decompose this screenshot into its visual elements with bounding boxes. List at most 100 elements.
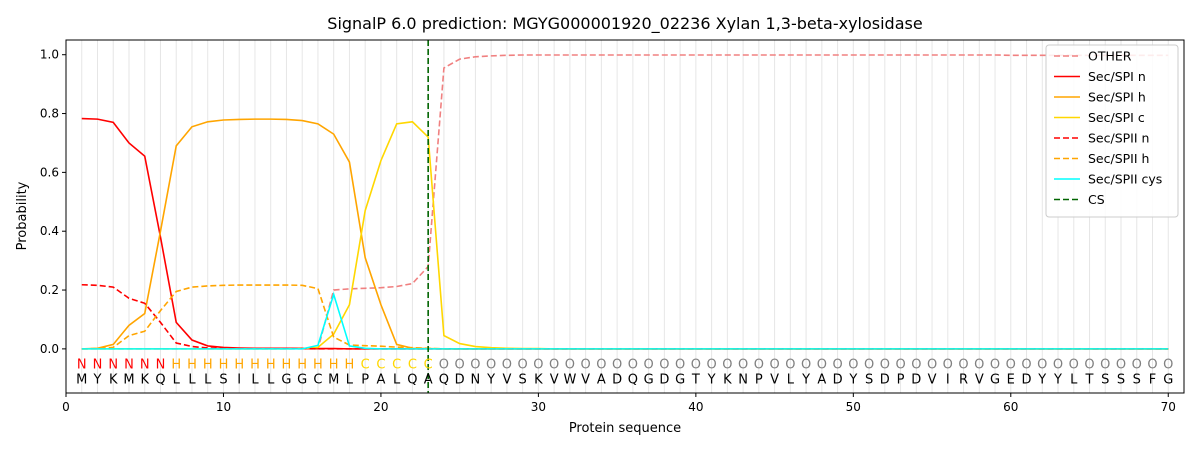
series-line-sec-spii-cys	[81, 291, 1169, 350]
residue-label: Y	[801, 372, 810, 387]
residue-label: L	[188, 372, 196, 387]
residue-label: K	[109, 372, 118, 387]
region-label: O	[927, 358, 937, 373]
region-label: C	[424, 358, 433, 373]
x-tick-label: 0	[62, 400, 70, 414]
region-label: H	[219, 358, 229, 373]
residue-label: P	[755, 372, 763, 387]
region-label: O	[581, 358, 591, 373]
residue-label: P	[897, 372, 905, 387]
residue-label: T	[691, 372, 700, 387]
region-label: O	[958, 358, 968, 373]
region-label: O	[628, 358, 638, 373]
residue-label: G	[990, 372, 1000, 387]
residue-label: K	[140, 372, 149, 387]
region-label: N	[140, 358, 150, 373]
residue-label: Q	[155, 372, 165, 387]
residue-label: D	[833, 372, 843, 387]
residue-label: L	[267, 372, 275, 387]
chart-title: SignalP 6.0 prediction: MGYG000001920_02…	[327, 14, 922, 34]
x-axis-label: Protein sequence	[569, 421, 681, 436]
legend: OTHER Sec/SPI n Sec/SPI h Sec/SPI c Sec/SPII…	[1045, 44, 1179, 218]
region-label: H	[313, 358, 323, 373]
region-label: O	[691, 358, 701, 373]
region-label: O	[911, 358, 921, 373]
residue-label: L	[173, 372, 181, 387]
residue-label: Q	[439, 372, 449, 387]
residue-label: G	[675, 372, 685, 387]
region-label: C	[361, 358, 370, 373]
region-label: O	[612, 358, 622, 373]
region-label: O	[565, 358, 575, 373]
y-tick-label: 0.8	[40, 107, 59, 121]
residue-label: S	[865, 372, 873, 387]
legend-entry: Sec/SPI c	[1088, 110, 1145, 125]
x-tick-label: 30	[531, 400, 546, 414]
region-label: O	[518, 358, 528, 373]
residue-label: L	[346, 372, 354, 387]
grid-layer	[81, 40, 1169, 393]
region-label: O	[785, 358, 795, 373]
region-label: H	[345, 358, 355, 373]
residue-label: D	[880, 372, 890, 387]
residue-label: M	[76, 372, 87, 387]
series-line-sec-spi-n	[81, 117, 1169, 350]
region-label: H	[234, 358, 244, 373]
region-label: H	[282, 358, 292, 373]
region-label: O	[817, 358, 827, 373]
region-label: N	[124, 358, 134, 373]
residue-label: G	[297, 372, 307, 387]
region-label: O	[596, 358, 606, 373]
plot-frame	[65, 39, 1185, 394]
region-label: O	[943, 358, 953, 373]
residue-label: N	[738, 372, 748, 387]
x-tick-label: 10	[216, 400, 231, 414]
series-line-sec-spii-h	[81, 284, 1169, 350]
region-label: O	[659, 358, 669, 373]
region-label: O	[455, 358, 465, 373]
residue-label: L	[251, 372, 259, 387]
legend-entry: CS	[1088, 192, 1105, 207]
residue-label: D	[612, 372, 622, 387]
legend-entry: Sec/SPI h	[1088, 90, 1146, 105]
y-tick-label: 0.4	[40, 224, 59, 238]
residue-label: Y	[93, 372, 102, 387]
region-label: O	[1084, 358, 1094, 373]
residue-label: A	[817, 372, 826, 387]
residue-label: V	[581, 372, 590, 387]
y-tick-label: 1.0	[40, 48, 59, 62]
region-label: O	[1132, 358, 1142, 373]
residue-label: V	[928, 372, 937, 387]
region-label: H	[329, 358, 339, 373]
region-label: O	[675, 358, 685, 373]
residue-label: N	[471, 372, 481, 387]
residue-label: G	[281, 372, 291, 387]
residue-label: A	[376, 372, 385, 387]
region-label: O	[801, 358, 811, 373]
region-label: C	[392, 358, 401, 373]
residue-label: F	[1149, 372, 1156, 387]
region-label: O	[549, 358, 559, 373]
region-label: C	[408, 358, 417, 373]
x-tick-label: 70	[1161, 400, 1176, 414]
residue-label: S	[1133, 372, 1141, 387]
residue-label: V	[975, 372, 984, 387]
legend-entry: OTHER	[1088, 49, 1132, 64]
x-tick-label: 60	[1003, 400, 1018, 414]
residue-label: E	[1007, 372, 1015, 387]
residue-label: D	[659, 372, 669, 387]
residue-label: A	[424, 372, 433, 387]
region-label: H	[187, 358, 197, 373]
region-label: H	[203, 358, 213, 373]
residue-label: Y	[486, 372, 495, 387]
region-label: O	[880, 358, 890, 373]
region-label: O	[1037, 358, 1047, 373]
residue-label: G	[1163, 372, 1173, 387]
region-label: O	[769, 358, 779, 373]
legend-box	[1045, 44, 1179, 218]
residue-label: R	[959, 372, 968, 387]
region-label: N	[108, 358, 118, 373]
region-label: O	[1021, 358, 1031, 373]
